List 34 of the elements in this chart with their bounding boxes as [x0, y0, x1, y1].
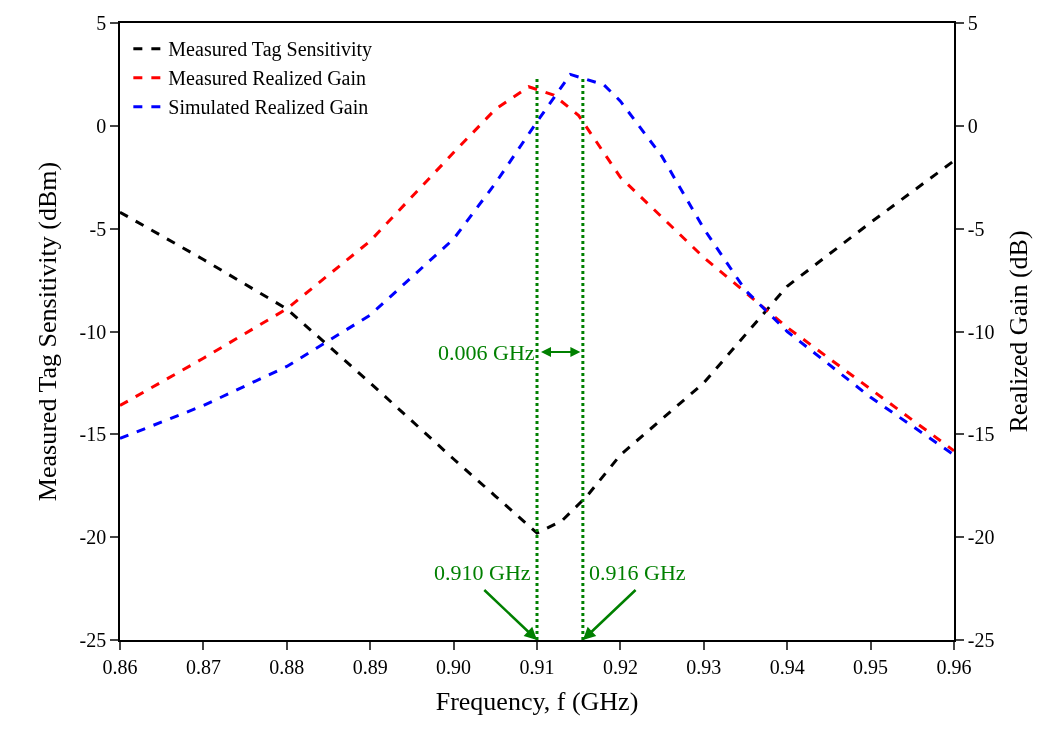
annotation: 0.916 GHz [589, 560, 686, 585]
x-tick-label: 0.92 [602, 655, 638, 678]
y2-tick-label: -25 [967, 629, 995, 651]
y-tick-label: -20 [79, 526, 107, 549]
y-tick-label: -15 [79, 423, 107, 446]
x-tick-label: 0.88 [269, 655, 305, 678]
y2-tick-label: -5 [967, 217, 985, 240]
x-tick-label: 0.94 [769, 655, 805, 678]
legend-label: Simulated Realized Gain [168, 96, 369, 119]
x-tick-label: 0.95 [853, 655, 889, 678]
y2-tick-label: 0 [967, 114, 978, 137]
x-tick-label: 0.96 [936, 655, 972, 678]
x-tick-label: 0.91 [519, 655, 555, 678]
x-tick-label: 0.90 [436, 655, 472, 678]
y-tick-label: -5 [89, 217, 107, 240]
y-tick-label: -25 [79, 629, 107, 651]
legend-label: Measured Tag Sensitivity [168, 38, 373, 62]
x-axis-title: Frequency, f (GHz) [435, 686, 639, 716]
legend-label: Measured Realized Gain [168, 67, 367, 90]
y2-tick-label: -15 [967, 423, 995, 446]
y2-tick-label: -10 [967, 320, 995, 343]
y-tick-label: 0 [96, 114, 107, 137]
x-tick-label: 0.89 [352, 655, 388, 678]
y2-axis-title: Realized Gain (dB) [1003, 230, 1033, 433]
x-tick-label: 0.87 [185, 655, 221, 678]
annotation: 0.006 GHz [438, 340, 535, 365]
annotation: 0.910 GHz [434, 560, 531, 585]
y2-tick-label: -20 [967, 526, 995, 549]
y-tick-label: 5 [96, 12, 107, 34]
y-tick-label: -10 [79, 320, 107, 343]
x-tick-label: 0.86 [102, 655, 138, 678]
y-axis-title: Measured Tag Sensitivity (dBm) [33, 161, 63, 502]
y2-tick-label: 5 [967, 12, 978, 34]
x-tick-label: 0.93 [686, 655, 722, 678]
